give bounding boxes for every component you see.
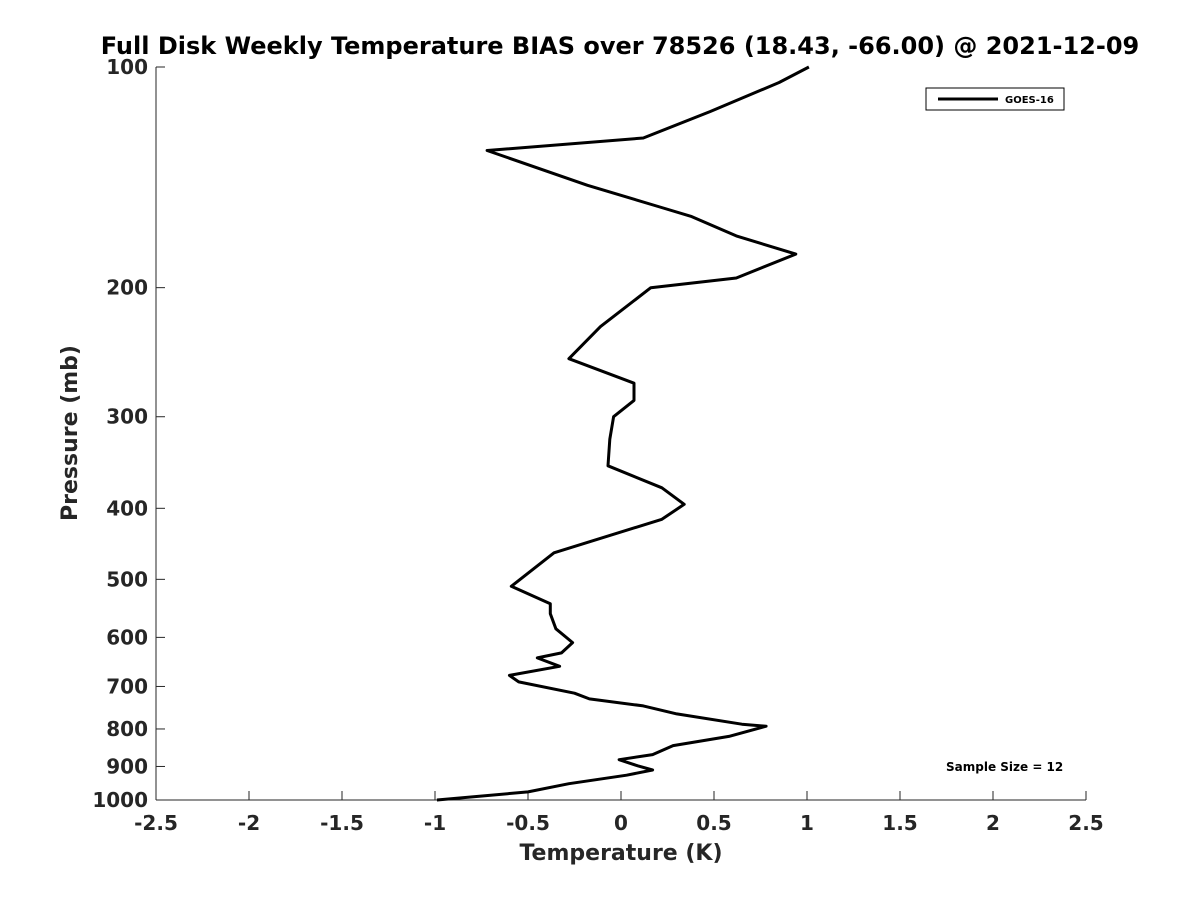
series-layer [436, 65, 810, 802]
y-tick-label: 800 [106, 717, 148, 741]
y-tick-label: 900 [106, 754, 148, 778]
x-ticks: -2.5 -2 -1.5 -1 -0.5 0 0.5 1 1.5 2 2.5 [134, 791, 1104, 835]
x-tick-label: -2 [238, 811, 260, 835]
sample-size-annotation: Sample Size = 12 [946, 760, 1063, 774]
y-ticks: 100 200 300 400 500 600 700 800 900 1000 [92, 55, 165, 812]
x-axis-label: Temperature (K) [519, 841, 722, 866]
x-tick-label: 0 [614, 811, 628, 835]
y-tick-label: 500 [106, 567, 148, 591]
y-tick-label: 600 [106, 625, 148, 649]
x-tick-label: 2.5 [1068, 811, 1103, 835]
x-tick-label: 1.5 [882, 811, 917, 835]
y-tick-label: 200 [106, 276, 148, 300]
y-tick-label: 400 [106, 496, 148, 520]
series-line-goes-16 [436, 65, 810, 802]
y-tick-label: 300 [106, 405, 148, 429]
x-tick-label: -0.5 [506, 811, 550, 835]
legend: GOES-16 [925, 87, 1065, 111]
axes [155, 67, 1086, 801]
x-tick-label: -2.5 [134, 811, 178, 835]
x-tick-label: 0.5 [696, 811, 731, 835]
y-tick-label: 1000 [92, 788, 148, 812]
y-tick-label: 700 [106, 674, 148, 698]
chart-title: Full Disk Weekly Temperature BIAS over 7… [101, 32, 1140, 60]
x-tick-label: -1.5 [320, 811, 364, 835]
x-tick-label: 2 [986, 811, 1000, 835]
legend-label-goes-16: GOES-16 [1005, 95, 1054, 106]
y-axis-label: Pressure (mb) [58, 345, 83, 521]
x-tick-label: -1 [424, 811, 446, 835]
x-tick-label: 1 [800, 811, 814, 835]
y-tick-label: 100 [106, 55, 148, 79]
